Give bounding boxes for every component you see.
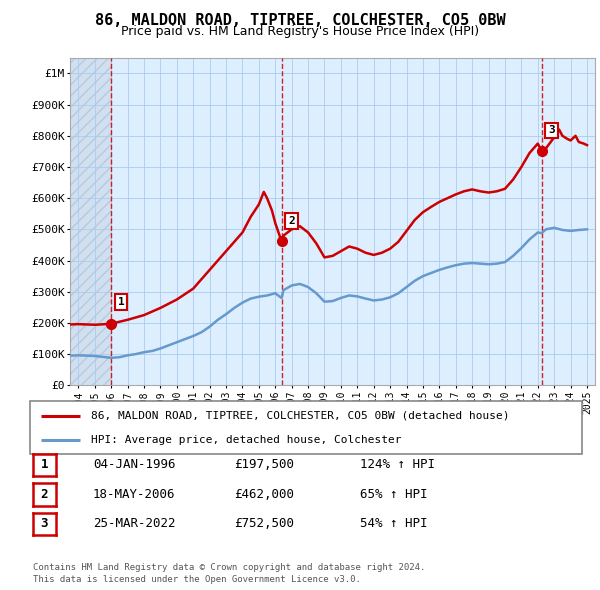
Text: Price paid vs. HM Land Registry's House Price Index (HPI): Price paid vs. HM Land Registry's House … [121,25,479,38]
Text: 3: 3 [41,517,48,530]
Text: 2: 2 [41,488,48,501]
Text: 124% ↑ HPI: 124% ↑ HPI [360,458,435,471]
Text: 18-MAY-2006: 18-MAY-2006 [93,488,176,501]
FancyBboxPatch shape [30,401,582,454]
Text: HPI: Average price, detached house, Colchester: HPI: Average price, detached house, Colc… [91,435,401,445]
Bar [70,58,112,385]
Text: £197,500: £197,500 [234,458,294,471]
Text: 86, MALDON ROAD, TIPTREE, COLCHESTER, CO5 0BW: 86, MALDON ROAD, TIPTREE, COLCHESTER, CO… [95,13,505,28]
Text: 65% ↑ HPI: 65% ↑ HPI [360,488,427,501]
Text: 1: 1 [118,297,125,307]
Text: 54% ↑ HPI: 54% ↑ HPI [360,517,427,530]
Text: 3: 3 [548,126,555,136]
Text: 86, MALDON ROAD, TIPTREE, COLCHESTER, CO5 0BW (detached house): 86, MALDON ROAD, TIPTREE, COLCHESTER, CO… [91,411,509,421]
Text: Contains HM Land Registry data © Crown copyright and database right 2024.
This d: Contains HM Land Registry data © Crown c… [33,563,425,584]
Text: 1: 1 [41,458,48,471]
Text: 2: 2 [288,216,295,226]
Text: £752,500: £752,500 [234,517,294,530]
Text: £462,000: £462,000 [234,488,294,501]
Text: 04-JAN-1996: 04-JAN-1996 [93,458,176,471]
Text: 25-MAR-2022: 25-MAR-2022 [93,517,176,530]
